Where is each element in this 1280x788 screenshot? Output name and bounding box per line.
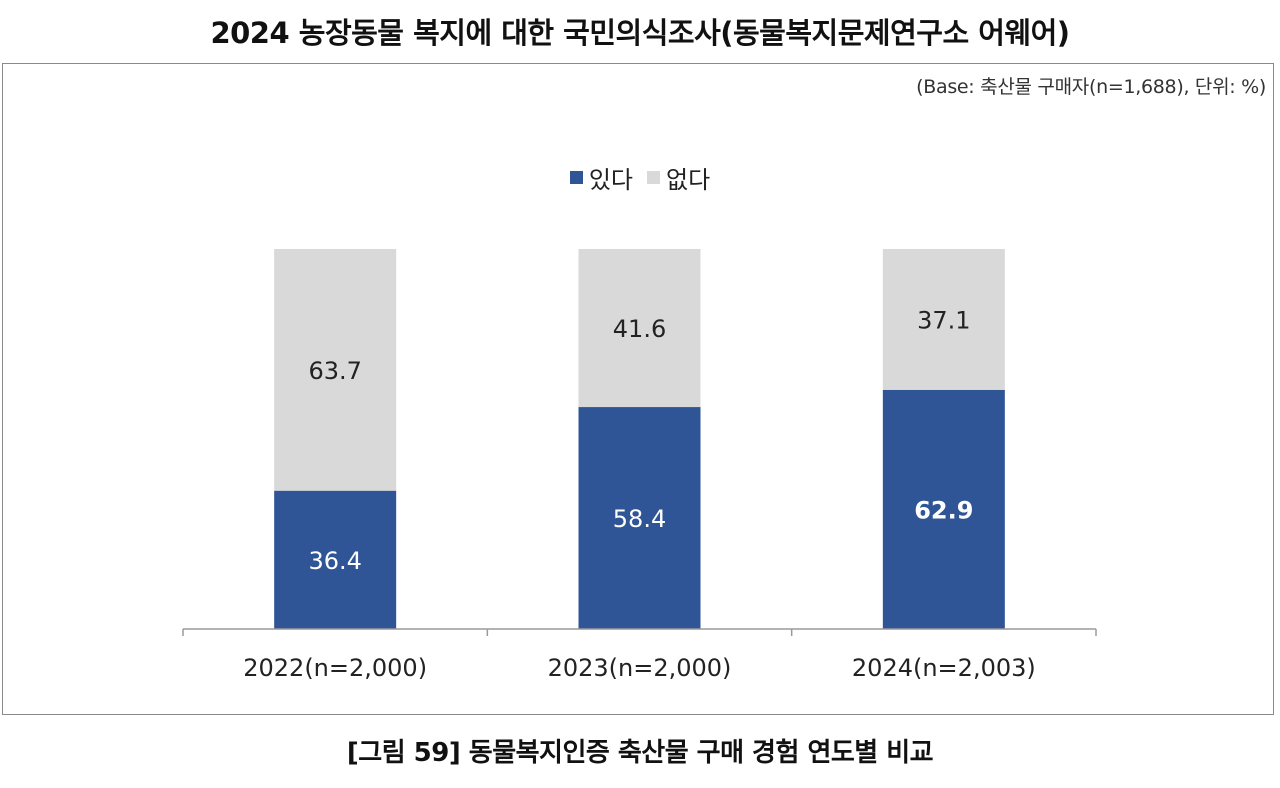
bar-no-2 — [882, 249, 1005, 390]
chart-title: 2024 농장동물 복지에 대한 국민의식조사(동물복지문제연구소 어웨어) — [210, 16, 1070, 50]
legend-item-no: 없다 — [647, 160, 710, 195]
bar-yes-2 — [882, 389, 1005, 629]
legend-swatch-no — [647, 171, 660, 184]
x-tick-label-1: 2023(n=2,000) — [548, 654, 732, 682]
data-label-no-0: 63.7 — [308, 357, 361, 385]
bar-no-1 — [578, 249, 701, 408]
base-note: (Base: 축산물 구매자(n=1,688), 단위: %) — [916, 76, 1266, 98]
legend-swatch-yes — [569, 171, 583, 184]
data-label-no-1: 41.6 — [613, 315, 666, 343]
chart-legend: 있다 없다 — [0, 160, 1280, 195]
bar-yes-0 — [274, 490, 397, 629]
x-tick-label-2: 2024(n=2,003) — [852, 654, 1036, 682]
x-tick-label-0: 2022(n=2,000) — [243, 654, 427, 682]
data-label-yes-1: 58.4 — [613, 505, 666, 533]
legend-label-no: 없다 — [666, 166, 711, 194]
data-label-yes-0: 36.4 — [308, 547, 361, 575]
chart-frame — [2, 63, 1274, 715]
bar-yes-1 — [578, 407, 701, 629]
data-label-yes-2: 62.9 — [914, 496, 973, 524]
figure-caption: [그림 59] 동물복지인증 축산물 구매 경험 연도별 비교 — [346, 738, 934, 768]
bar-no-0 — [274, 249, 397, 491]
data-label-no-2: 37.1 — [917, 306, 970, 334]
legend-item-yes: 있다 — [569, 160, 633, 195]
legend-label-yes: 있다 — [588, 166, 633, 194]
